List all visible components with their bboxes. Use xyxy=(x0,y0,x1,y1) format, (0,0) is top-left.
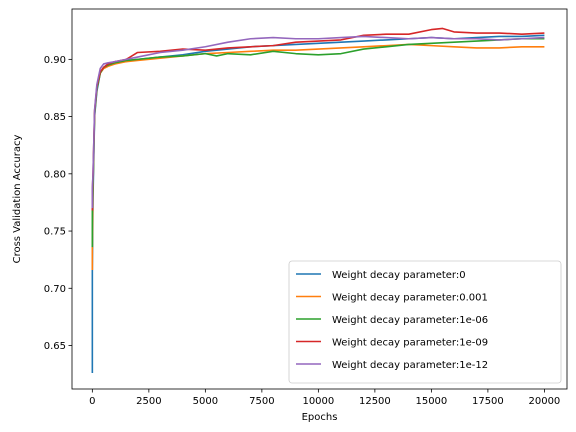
x-tick-label: 10000 xyxy=(302,396,334,407)
x-tick-label: 15000 xyxy=(415,396,447,407)
axis-ticks: 0 2500 5000 7500 10000 12500 15000 17500 20000 0.… xyxy=(44,55,561,407)
x-tick-label: 5000 xyxy=(193,396,218,407)
y-tick-label: 0.90 xyxy=(44,55,66,66)
plot-frame xyxy=(71,8,568,390)
y-tick-label: 0.85 xyxy=(44,112,66,123)
x-tick-label: 12500 xyxy=(359,396,391,407)
legend-label: Weight decay parameter:1e-09 xyxy=(332,338,488,349)
series-lines xyxy=(91,27,545,373)
series-line-4 xyxy=(91,35,545,209)
legend-label: Weight decay parameter:0.001 xyxy=(332,293,488,304)
y-tick-label: 0.75 xyxy=(44,227,66,238)
x-tick-label: 0 xyxy=(89,396,95,407)
legend-label: Weight decay parameter:0 xyxy=(332,270,466,281)
legend-label: Weight decay parameter:1e-12 xyxy=(332,360,488,371)
legend-box xyxy=(288,260,562,384)
y-tick-label: 0.80 xyxy=(44,169,66,180)
y-tick-label: 0.65 xyxy=(44,341,66,352)
x-axis-label: Epochs xyxy=(302,412,338,423)
x-tick-label: 7500 xyxy=(249,396,274,407)
x-tick-label: 17500 xyxy=(472,396,504,407)
x-tick-label: 20000 xyxy=(528,396,560,407)
x-tick-label: 2500 xyxy=(136,396,161,407)
legend: Weight decay parameter:0 Weight decay par… xyxy=(288,260,562,384)
legend-label: Weight decay parameter:1e-06 xyxy=(332,315,488,326)
y-tick-label: 0.70 xyxy=(44,284,66,295)
y-axis-label: Cross Validation Accuracy xyxy=(12,135,23,264)
